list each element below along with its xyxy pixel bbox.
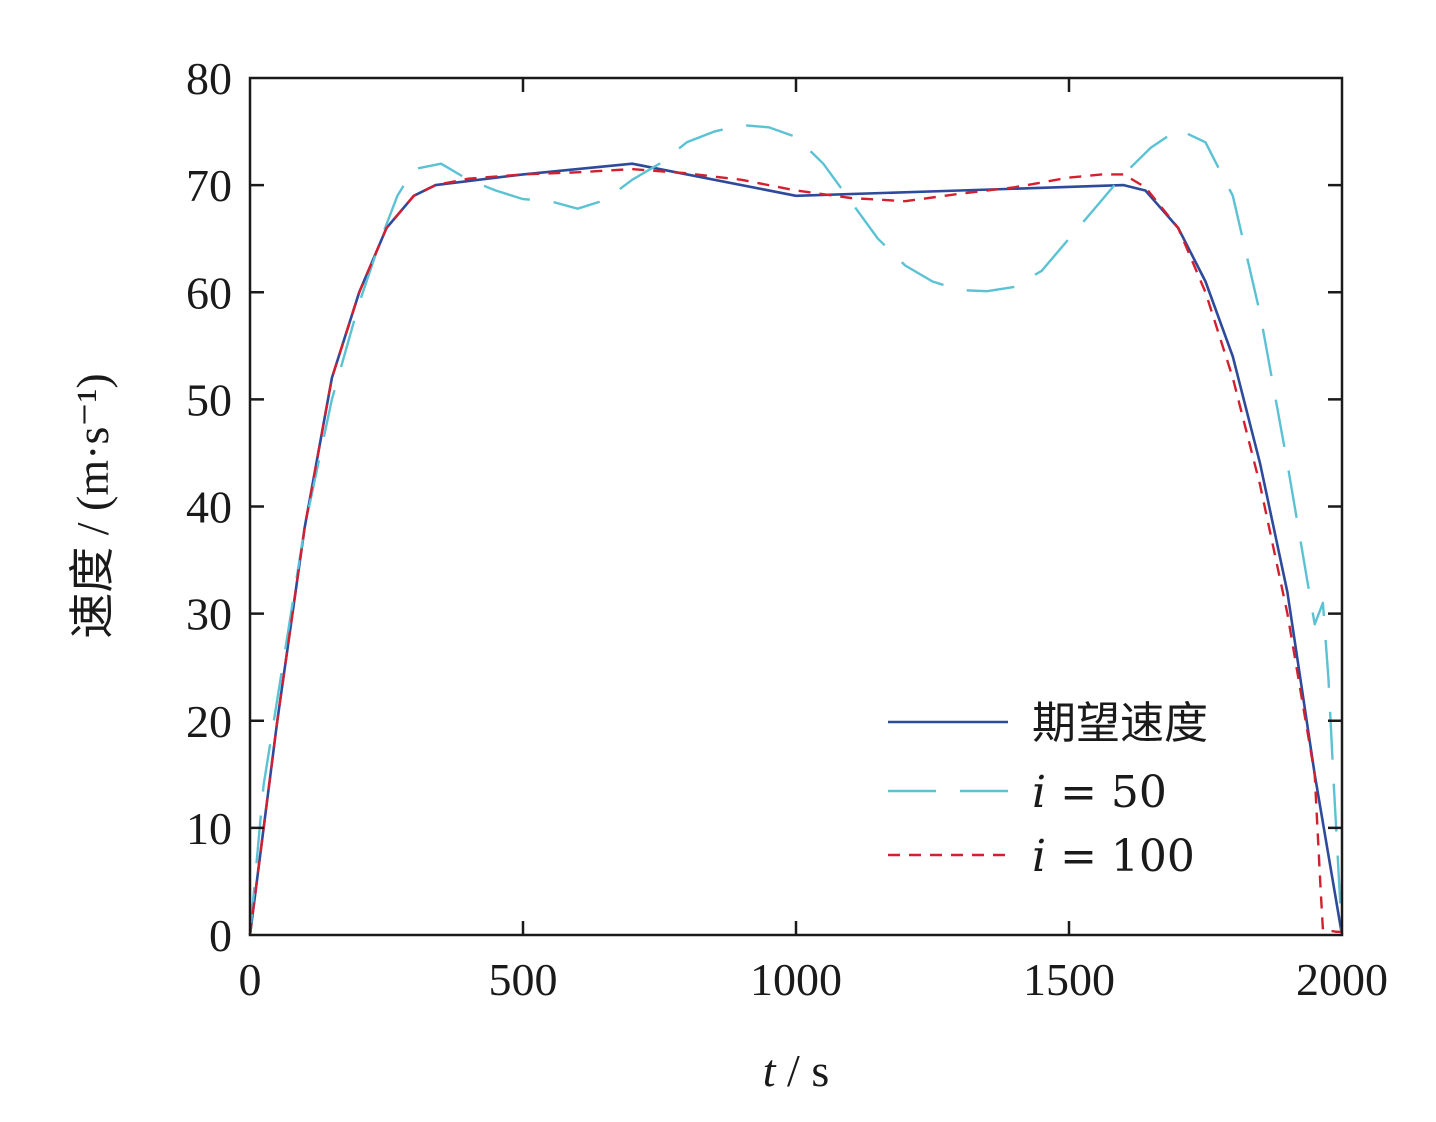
y-tick-label: 80 (186, 53, 232, 104)
y-tick-label: 20 (186, 696, 232, 747)
legend-label-1: 期望速度 (1032, 698, 1208, 749)
series-layer (248, 123, 1344, 936)
y-tick-label: 50 (186, 374, 232, 425)
x-tick-label: 2000 (1296, 954, 1388, 1005)
tick-labels-layer: 0 500 1000 1500 2000 0 10 20 30 40 50 60 70 80 (186, 53, 1388, 1005)
y-tick-label: 60 (186, 267, 232, 318)
legend-label-2: i = 50 (1032, 767, 1167, 818)
x-tick-label: 1000 (750, 954, 842, 1005)
plot-frame (248, 76, 1344, 937)
y-tick-label: 10 (186, 803, 232, 854)
x-axis-label-var: t (763, 1045, 777, 1096)
x-tick-label: 500 (489, 954, 558, 1005)
x-tick-label: 1500 (1023, 954, 1115, 1005)
ticks-layer (250, 78, 1342, 935)
legend: 期望速度 i = 50 i = 100 (888, 698, 1208, 882)
x-axis-label: t / s (763, 1045, 829, 1096)
x-tick-label: 0 (239, 954, 262, 1005)
y-tick-label: 70 (186, 160, 232, 211)
legend-label-3: i = 100 (1032, 831, 1195, 882)
y-tick-label: 0 (209, 910, 232, 961)
series-line-1 (248, 162, 1344, 936)
x-axis-label-unit: / s (776, 1045, 830, 1096)
y-tick-label: 30 (186, 589, 232, 640)
y-axis-label: 速度 / (m·s⁻¹) (67, 373, 118, 639)
series-line-3 (248, 167, 1342, 936)
y-tick-label: 40 (186, 482, 232, 533)
series-line-2 (248, 123, 1344, 936)
